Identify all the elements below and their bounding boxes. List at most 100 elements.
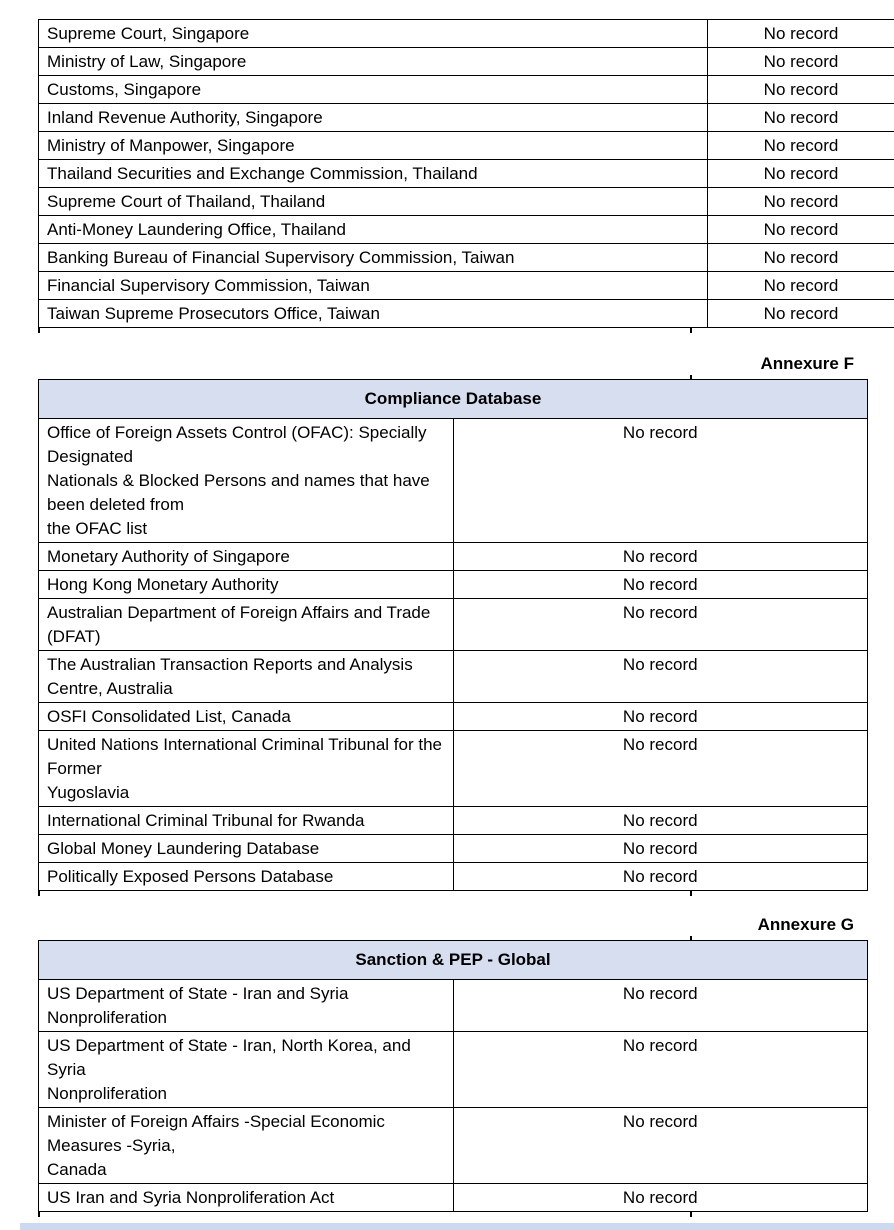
source-cell: Ministry of Law, Singapore bbox=[38, 47, 708, 76]
source-cell: Politically Exposed Persons Database bbox=[38, 862, 454, 891]
annexure-table-wrap: Sanction & PEP - Global US Department of … bbox=[38, 936, 868, 1217]
left-border-tick-bottom bbox=[38, 1212, 40, 1217]
source-cell: Supreme Court of Thailand, Thailand bbox=[38, 187, 708, 216]
result-cell: No record bbox=[707, 187, 894, 216]
table-row: Politically Exposed Persons Database No r… bbox=[38, 862, 868, 891]
result-cell: No record bbox=[452, 570, 868, 599]
table-row: Global Money Laundering Database No recor… bbox=[38, 834, 868, 863]
next-table-header-sliver bbox=[20, 1223, 894, 1230]
result-cell: No record bbox=[452, 834, 868, 863]
result-cell: No record bbox=[452, 806, 868, 835]
result-cell: No record bbox=[707, 215, 894, 244]
table-row: Supreme Court of Thailand, Thailand No re… bbox=[38, 187, 894, 216]
result-cell: No record bbox=[452, 418, 868, 543]
table-row: International Criminal Tribunal for Rwan… bbox=[38, 806, 868, 835]
source-cell: Australian Department of Foreign Affairs… bbox=[38, 598, 454, 651]
annexure-table: Sanction & PEP - Global US Department of … bbox=[38, 940, 868, 1212]
result-cell: No record bbox=[452, 1183, 868, 1212]
source-cell: Ministry of Manpower, Singapore bbox=[38, 131, 708, 160]
source-cell: Minister of Foreign Affairs -Special Eco… bbox=[38, 1107, 454, 1184]
screening-results-table-continuation-wrap: Supreme Court, Singapore No record Ministr… bbox=[38, 19, 894, 333]
result-cell: No record bbox=[707, 47, 894, 76]
source-cell: Financial Supervisory Commission, Taiwan bbox=[38, 271, 708, 300]
source-cell: US Iran and Syria Nonproliferation Act bbox=[38, 1183, 454, 1212]
table-row: Customs, Singapore No record bbox=[38, 75, 894, 104]
annexure-label: Annexure F bbox=[760, 354, 854, 373]
table-row: The Australian Transaction Reports and A… bbox=[38, 650, 868, 703]
table-row: Banking Bureau of Financial Supervisory … bbox=[38, 243, 894, 272]
table-header-row: Compliance Database bbox=[38, 379, 868, 419]
table-row: Inland Revenue Authority, Singapore No re… bbox=[38, 103, 894, 132]
result-cell: No record bbox=[707, 103, 894, 132]
table-row: Monetary Authority of Singapore No record bbox=[38, 542, 868, 571]
result-cell: No record bbox=[707, 159, 894, 188]
column-divider-tick-top bbox=[690, 936, 692, 940]
table-row: Ministry of Law, Singapore No record bbox=[38, 47, 894, 76]
table-header-row: Sanction & PEP - Global bbox=[38, 940, 868, 980]
annexure-section: Annexure F Compliance Database Office of F… bbox=[38, 354, 868, 896]
source-cell: Customs, Singapore bbox=[38, 75, 708, 104]
source-cell: Supreme Court, Singapore bbox=[38, 19, 708, 48]
source-cell: Thailand Securities and Exchange Commiss… bbox=[38, 159, 708, 188]
source-cell: Inland Revenue Authority, Singapore bbox=[38, 103, 708, 132]
table-row: Supreme Court, Singapore No record bbox=[38, 19, 894, 48]
result-cell: No record bbox=[452, 862, 868, 891]
source-cell: Global Money Laundering Database bbox=[38, 834, 454, 863]
table-row: Office of Foreign Assets Control (OFAC):… bbox=[38, 418, 868, 543]
source-cell: Monetary Authority of Singapore bbox=[38, 542, 454, 571]
table-header-title: Compliance Database bbox=[38, 379, 868, 419]
table-row: United Nations International Criminal Tr… bbox=[38, 730, 868, 807]
table-row: Anti-Money Laundering Office, Thailand No… bbox=[38, 215, 894, 244]
left-border-tick-bottom bbox=[38, 891, 40, 896]
source-cell: OSFI Consolidated List, Canada bbox=[38, 702, 454, 731]
table-row: OSFI Consolidated List, Canada No record bbox=[38, 702, 868, 731]
table-row: Thailand Securities and Exchange Commiss… bbox=[38, 159, 894, 188]
result-cell: No record bbox=[452, 979, 868, 1032]
column-divider-tick-bottom bbox=[690, 328, 692, 333]
column-divider-tick-top bbox=[690, 375, 692, 379]
result-cell: No record bbox=[707, 243, 894, 272]
result-cell: No record bbox=[452, 1031, 868, 1108]
source-cell: US Department of State - Iran, North Kor… bbox=[38, 1031, 454, 1108]
screening-results-table-continuation: Supreme Court, Singapore No record Ministr… bbox=[38, 19, 894, 328]
source-cell: The Australian Transaction Reports and A… bbox=[38, 650, 454, 703]
left-border-tick-bottom bbox=[38, 328, 40, 333]
source-cell: Banking Bureau of Financial Supervisory … bbox=[38, 243, 708, 272]
table-row: Ministry of Manpower, Singapore No record bbox=[38, 131, 894, 160]
result-cell: No record bbox=[452, 730, 868, 807]
source-cell: US Department of State - Iran and Syria … bbox=[38, 979, 454, 1032]
annexure-label: Annexure G bbox=[757, 915, 854, 934]
source-cell: United Nations International Criminal Tr… bbox=[38, 730, 454, 807]
result-cell: No record bbox=[452, 650, 868, 703]
result-cell: No record bbox=[707, 271, 894, 300]
column-divider-tick-bottom bbox=[690, 891, 692, 896]
column-divider-tick-bottom bbox=[690, 1212, 692, 1217]
annexure-table-wrap: Compliance Database Office of Foreign Ass… bbox=[38, 375, 868, 896]
result-cell: No record bbox=[452, 702, 868, 731]
result-cell: No record bbox=[707, 131, 894, 160]
result-cell: No record bbox=[707, 299, 894, 328]
table-row: Financial Supervisory Commission, Taiwan… bbox=[38, 271, 894, 300]
result-cell: No record bbox=[452, 598, 868, 651]
table-row: Minister of Foreign Affairs -Special Eco… bbox=[38, 1107, 868, 1184]
source-cell: Taiwan Supreme Prosecutors Office, Taiwa… bbox=[38, 299, 708, 328]
result-cell: No record bbox=[707, 19, 894, 48]
source-cell: Office of Foreign Assets Control (OFAC):… bbox=[38, 418, 454, 543]
table-row: US Department of State - Iran and Syria … bbox=[38, 979, 868, 1032]
table-row: Hong Kong Monetary Authority No record bbox=[38, 570, 868, 599]
table-header-title: Sanction & PEP - Global bbox=[38, 940, 868, 980]
table-row: Taiwan Supreme Prosecutors Office, Taiwa… bbox=[38, 299, 894, 328]
annexure-section: Annexure G Sanction & PEP - Global US Depa… bbox=[38, 915, 868, 1217]
table-row: US Department of State - Iran, North Kor… bbox=[38, 1031, 868, 1108]
source-cell: International Criminal Tribunal for Rwan… bbox=[38, 806, 454, 835]
result-cell: No record bbox=[707, 75, 894, 104]
source-cell: Hong Kong Monetary Authority bbox=[38, 570, 454, 599]
table-row: Australian Department of Foreign Affairs… bbox=[38, 598, 868, 651]
result-cell: No record bbox=[452, 542, 868, 571]
result-cell: No record bbox=[452, 1107, 868, 1184]
annexure-table: Compliance Database Office of Foreign Ass… bbox=[38, 379, 868, 891]
source-cell: Anti-Money Laundering Office, Thailand bbox=[38, 215, 708, 244]
table-row: US Iran and Syria Nonproliferation Act No… bbox=[38, 1183, 868, 1212]
